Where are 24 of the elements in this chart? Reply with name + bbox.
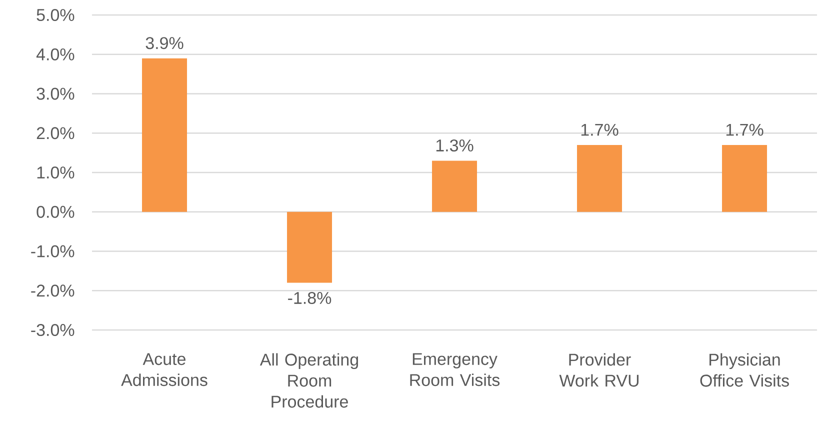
x-tick-label: Physician Office Visits xyxy=(700,353,789,387)
data-label: 3.9% xyxy=(146,37,184,50)
x-tick-label: Provider Work RVU xyxy=(559,353,639,387)
data-label: -1.8% xyxy=(288,292,332,304)
data-label: 1.3% xyxy=(436,139,474,152)
x-tick-label: Acute Admissions xyxy=(121,353,208,386)
y-tick-label: 3.0% xyxy=(36,88,74,100)
y-tick-label: 0.0% xyxy=(36,206,74,218)
y-tick-label: 1.0% xyxy=(37,166,74,179)
y-tick-label: 4.0% xyxy=(36,48,74,60)
x-tick-label: Emergency Room Visits xyxy=(410,353,500,386)
y-tick-label: 2.0% xyxy=(36,127,74,140)
y-tick-label: 5.0% xyxy=(36,8,74,22)
y-tick-label: -2.0% xyxy=(31,284,74,297)
bar xyxy=(287,212,332,283)
data-label: 1.7% xyxy=(726,124,764,136)
bar xyxy=(577,144,622,212)
y-tick-label: -3.0% xyxy=(31,324,74,336)
x-tick-label: All Operating Room Procedure xyxy=(260,353,358,408)
bar xyxy=(432,160,478,212)
data-label: 1.7% xyxy=(581,124,618,136)
bar xyxy=(142,58,188,212)
y-tick-label: -1.0% xyxy=(31,245,74,258)
bar xyxy=(722,144,768,212)
